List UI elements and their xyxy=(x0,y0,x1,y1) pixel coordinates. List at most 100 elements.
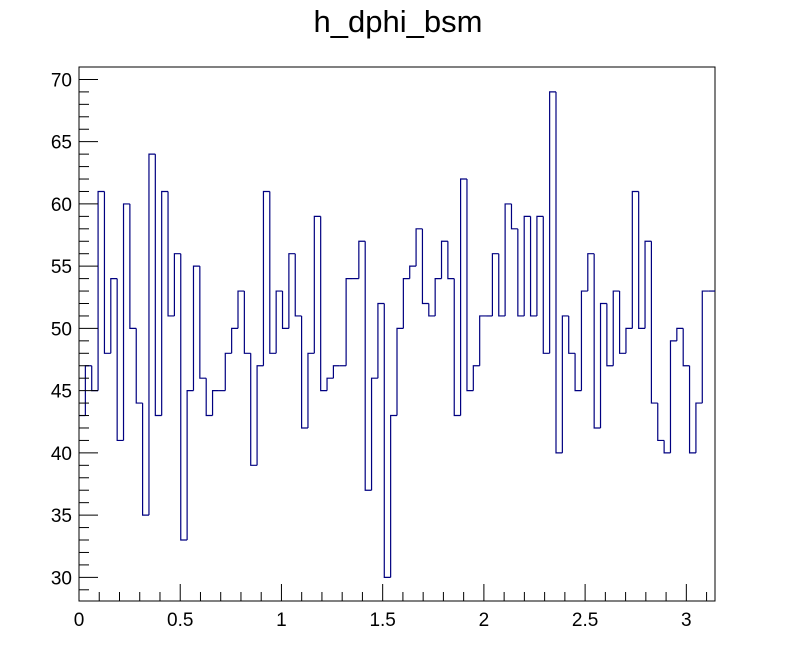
histogram-bin-7 xyxy=(122,203,130,441)
histogram-bin-59 xyxy=(453,278,461,417)
histogram-bin-38 xyxy=(320,216,328,392)
x-tick-label: 2.5 xyxy=(572,610,598,631)
x-tick-label: 0 xyxy=(74,610,85,631)
histogram-bin-47 xyxy=(377,302,385,379)
y-axis: 30 35 40 45 50 55 60 65 70 xyxy=(51,66,98,591)
histogram-bin-88 xyxy=(638,191,646,329)
histogram-bin-15 xyxy=(173,253,181,316)
histogram-bin-90 xyxy=(650,241,658,404)
histogram-bin-12 xyxy=(154,154,162,417)
histogram-bin-91 xyxy=(657,403,665,442)
y-tick-label: 70 xyxy=(51,70,72,91)
y-tick-label: 45 xyxy=(51,382,72,403)
histogram-bin-85 xyxy=(619,291,626,354)
histogram-bin-32 xyxy=(281,291,289,329)
histogram-bin-26 xyxy=(243,291,251,354)
histogram-bin-24 xyxy=(231,327,238,354)
histogram-bin-44 xyxy=(358,240,366,279)
histogram-bin-48 xyxy=(383,303,391,578)
histogram-bin-60 xyxy=(460,178,467,416)
histogram-bin-29 xyxy=(262,190,270,366)
histogram-bin-82 xyxy=(599,302,607,428)
histogram-bin-17 xyxy=(186,390,194,541)
histogram-bin-13 xyxy=(161,190,169,416)
histogram-bin-11 xyxy=(148,153,156,516)
histogram-bin-95 xyxy=(682,328,690,367)
histogram-bin-58 xyxy=(447,241,455,280)
histogram-bin-87 xyxy=(631,190,639,329)
histogram-bin-39 xyxy=(326,377,334,391)
histogram-series xyxy=(79,91,715,578)
histogram-bin-51 xyxy=(402,278,410,329)
histogram-bin-55 xyxy=(428,303,436,317)
y-tick-label: 55 xyxy=(51,257,72,278)
histogram-bin-78 xyxy=(574,353,582,392)
histogram-bin-57 xyxy=(440,240,448,279)
histogram-bin-3 xyxy=(97,190,105,391)
y-tick-label: 40 xyxy=(51,444,72,465)
histogram-bin-21 xyxy=(211,390,219,416)
x-tick-label: 1 xyxy=(276,610,287,631)
histogram-bin-56 xyxy=(434,278,442,316)
histogram-bin-36 xyxy=(307,352,315,428)
histogram-bin-66 xyxy=(498,253,506,317)
histogram-bin-23 xyxy=(224,352,232,391)
plot-frame xyxy=(78,66,716,602)
histogram-bin-40 xyxy=(332,365,340,379)
histogram-bin-89 xyxy=(644,240,652,329)
histogram-bin-72 xyxy=(536,215,544,316)
histogram-bin-65 xyxy=(491,253,499,316)
histogram-bin-70 xyxy=(523,215,531,316)
x-tick-label: 1.5 xyxy=(369,610,395,631)
histogram-bin-25 xyxy=(237,290,245,329)
histogram-bin-5 xyxy=(110,278,118,354)
histogram-bin-35 xyxy=(301,315,308,429)
histogram-bin-33 xyxy=(288,253,296,329)
histogram-bin-34 xyxy=(294,253,302,317)
histogram-bin-2 xyxy=(91,365,99,392)
histogram-bin-31 xyxy=(275,290,283,354)
x-tick-label: 2 xyxy=(479,610,490,631)
histogram-bin-53 xyxy=(415,228,423,267)
histogram-bin-50 xyxy=(396,327,404,416)
y-tick-label: 30 xyxy=(51,568,72,589)
histogram-bin-75 xyxy=(555,91,563,454)
y-tick-label: 50 xyxy=(51,319,72,340)
histogram-bin-42 xyxy=(345,278,353,366)
histogram-bin-97 xyxy=(695,402,703,453)
histogram-bin-81 xyxy=(593,253,601,429)
histogram-bin-92 xyxy=(663,440,671,454)
histogram-bin-77 xyxy=(568,315,576,354)
x-tick-label: 3 xyxy=(681,610,692,631)
histogram-bin-4 xyxy=(103,191,111,354)
histogram-bin-54 xyxy=(421,228,429,305)
histogram-bin-93 xyxy=(669,340,677,453)
histogram-bin-14 xyxy=(167,191,175,317)
plot-border xyxy=(78,66,716,602)
histogram-bin-16 xyxy=(180,253,188,541)
x-axis: 0 0.5 1 1.5 2 2.5 3 xyxy=(74,584,708,631)
histogram-bin-49 xyxy=(390,414,397,578)
histogram-bin-68 xyxy=(510,203,518,230)
histogram-bin-96 xyxy=(688,365,696,454)
histogram-bin-27 xyxy=(250,353,258,466)
histogram-bin-9 xyxy=(135,328,143,404)
histogram-bin-10 xyxy=(142,403,149,516)
histogram-bin-8 xyxy=(129,203,137,329)
x-tick-label: 0.5 xyxy=(167,610,193,631)
y-tick-label: 35 xyxy=(51,506,72,527)
histogram-bin-6 xyxy=(116,278,124,442)
histogram-bin-45 xyxy=(364,241,372,491)
histogram-bin-86 xyxy=(625,327,633,354)
y-tick-label: 60 xyxy=(51,195,72,216)
histogram-bin-67 xyxy=(504,203,512,316)
histogram-bin-80 xyxy=(587,253,595,292)
histogram-bin-30 xyxy=(269,191,277,354)
chart-title: h_dphi_bsm xyxy=(313,4,483,39)
histogram-bin-74 xyxy=(549,91,556,354)
histogram-bin-19 xyxy=(199,266,207,379)
histogram-bin-98 xyxy=(701,290,709,404)
histogram-bin-18 xyxy=(192,265,200,391)
histogram-bin-28 xyxy=(256,365,264,466)
